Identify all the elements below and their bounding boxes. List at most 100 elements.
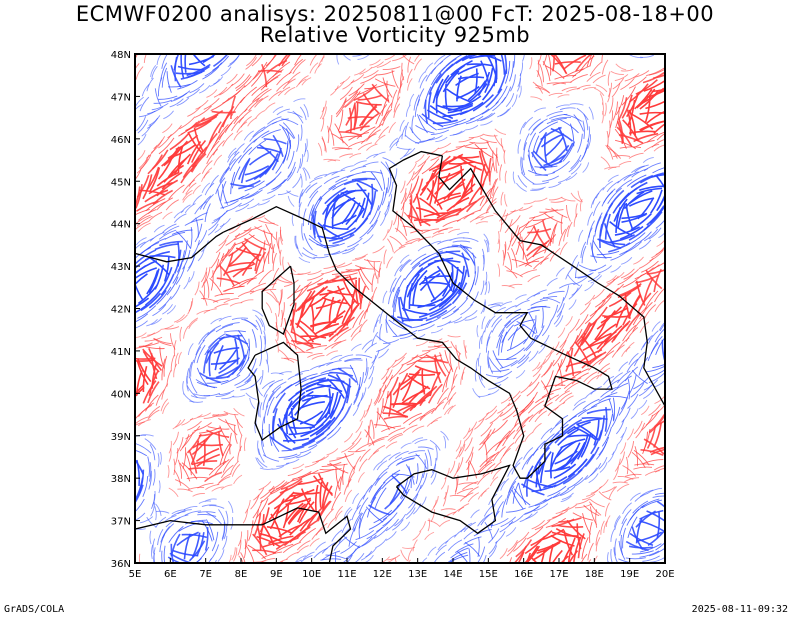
positive-vorticity-contour xyxy=(529,373,541,387)
negative-vorticity-contour xyxy=(345,202,361,226)
negative-vorticity-contour xyxy=(577,272,594,279)
negative-vorticity-contour xyxy=(610,382,629,394)
positive-vorticity-contour xyxy=(268,243,272,265)
negative-vorticity-contour xyxy=(555,104,570,109)
negative-vorticity-contour xyxy=(198,500,212,504)
positive-vorticity-contour xyxy=(608,120,611,138)
positive-vorticity-contour xyxy=(407,374,431,390)
negative-vorticity-contour xyxy=(150,65,157,77)
positive-vorticity-contour xyxy=(544,65,565,80)
positive-vorticity-contour xyxy=(448,392,457,405)
negative-vorticity-contour xyxy=(175,266,186,285)
positive-vorticity-contour xyxy=(505,422,519,440)
negative-vorticity-contour xyxy=(337,367,358,384)
negative-vorticity-contour xyxy=(562,285,570,302)
positive-vorticity-contour xyxy=(574,503,593,509)
positive-vorticity-contour xyxy=(529,57,533,70)
positive-vorticity-contour xyxy=(276,231,280,249)
positive-vorticity-contour xyxy=(503,244,506,261)
positive-vorticity-contour xyxy=(137,222,151,232)
negative-vorticity-contour xyxy=(626,174,647,187)
negative-vorticity-contour xyxy=(488,528,500,544)
negative-vorticity-contour xyxy=(287,378,307,389)
positive-vorticity-contour xyxy=(233,108,248,125)
positive-vorticity-contour xyxy=(138,154,150,169)
negative-vorticity-contour xyxy=(341,518,352,533)
positive-vorticity-contour xyxy=(241,254,259,277)
negative-vorticity-contour xyxy=(330,354,343,361)
negative-vorticity-contour xyxy=(261,121,278,132)
positive-vorticity-contour xyxy=(357,94,383,101)
negative-vorticity-contour xyxy=(629,492,641,501)
negative-vorticity-contour xyxy=(394,513,407,527)
positive-vorticity-contour xyxy=(457,503,470,512)
negative-vorticity-contour xyxy=(581,245,587,264)
negative-vorticity-contour xyxy=(419,272,441,292)
positive-vorticity-contour xyxy=(559,242,568,255)
positive-vorticity-contour xyxy=(526,248,547,262)
negative-vorticity-contour xyxy=(608,242,631,253)
negative-vorticity-contour xyxy=(184,203,196,214)
negative-vorticity-contour xyxy=(496,480,506,492)
negative-vorticity-contour xyxy=(234,374,251,386)
positive-vorticity-contour xyxy=(492,150,496,172)
negative-vorticity-contour xyxy=(382,504,400,521)
negative-vorticity-contour xyxy=(177,80,198,90)
negative-vorticity-contour xyxy=(478,393,491,397)
positive-vorticity-contour xyxy=(554,402,566,411)
positive-vorticity-contour xyxy=(649,414,665,434)
positive-vorticity-contour xyxy=(145,394,159,412)
negative-vorticity-contour xyxy=(619,518,628,536)
positive-vorticity-contour xyxy=(499,447,511,462)
positive-vorticity-contour xyxy=(231,73,245,87)
positive-vorticity-contour xyxy=(312,298,327,323)
positive-vorticity-contour xyxy=(187,106,201,117)
negative-vorticity-contour xyxy=(655,175,665,190)
positive-vorticity-contour xyxy=(176,314,188,324)
positive-vorticity-contour xyxy=(299,335,327,339)
negative-vorticity-contour xyxy=(552,160,570,174)
positive-vorticity-contour xyxy=(517,551,525,563)
negative-vorticity-contour xyxy=(201,182,211,194)
positive-vorticity-contour xyxy=(135,63,140,71)
negative-vorticity-contour xyxy=(618,397,628,416)
positive-vorticity-contour xyxy=(341,442,355,453)
positive-vorticity-contour xyxy=(417,359,442,363)
negative-vorticity-contour xyxy=(436,265,452,289)
positive-vorticity-contour xyxy=(595,537,601,552)
negative-vorticity-contour xyxy=(547,290,565,295)
positive-vorticity-contour xyxy=(275,537,299,550)
positive-vorticity-contour xyxy=(434,396,447,411)
negative-vorticity-contour xyxy=(194,201,207,215)
positive-vorticity-contour xyxy=(419,521,426,533)
negative-vorticity-contour xyxy=(401,307,428,315)
negative-vorticity-contour xyxy=(350,343,362,351)
positive-vorticity-contour xyxy=(218,473,232,484)
positive-vorticity-contour xyxy=(426,187,443,210)
negative-vorticity-contour xyxy=(484,521,494,540)
negative-vorticity-contour xyxy=(590,255,612,259)
positive-vorticity-contour xyxy=(203,308,217,314)
chart-title-line2: Relative Vorticity 925mb xyxy=(259,23,531,47)
negative-vorticity-contour xyxy=(373,526,389,539)
negative-vorticity-contour xyxy=(427,449,432,466)
negative-vorticity-contour xyxy=(465,124,479,131)
negative-vorticity-contour xyxy=(157,528,164,546)
positive-vorticity-contour xyxy=(186,141,202,165)
negative-vorticity-contour xyxy=(602,180,613,191)
negative-vorticity-contour xyxy=(529,121,544,136)
negative-vorticity-contour xyxy=(265,171,282,186)
negative-vorticity-contour xyxy=(535,465,542,492)
negative-vorticity-contour xyxy=(408,466,412,489)
negative-vorticity-contour xyxy=(481,77,498,101)
negative-vorticity-contour xyxy=(616,375,632,389)
positive-vorticity-contour xyxy=(453,155,480,159)
negative-vorticity-contour xyxy=(512,482,519,504)
positive-vorticity-contour xyxy=(135,200,159,212)
lat-tick-label: 48N xyxy=(111,50,131,61)
negative-vorticity-contour xyxy=(443,118,466,127)
negative-vorticity-contour xyxy=(355,529,375,541)
positive-vorticity-contour xyxy=(249,282,266,292)
negative-vorticity-contour xyxy=(576,435,589,460)
negative-vorticity-contour xyxy=(159,451,162,465)
